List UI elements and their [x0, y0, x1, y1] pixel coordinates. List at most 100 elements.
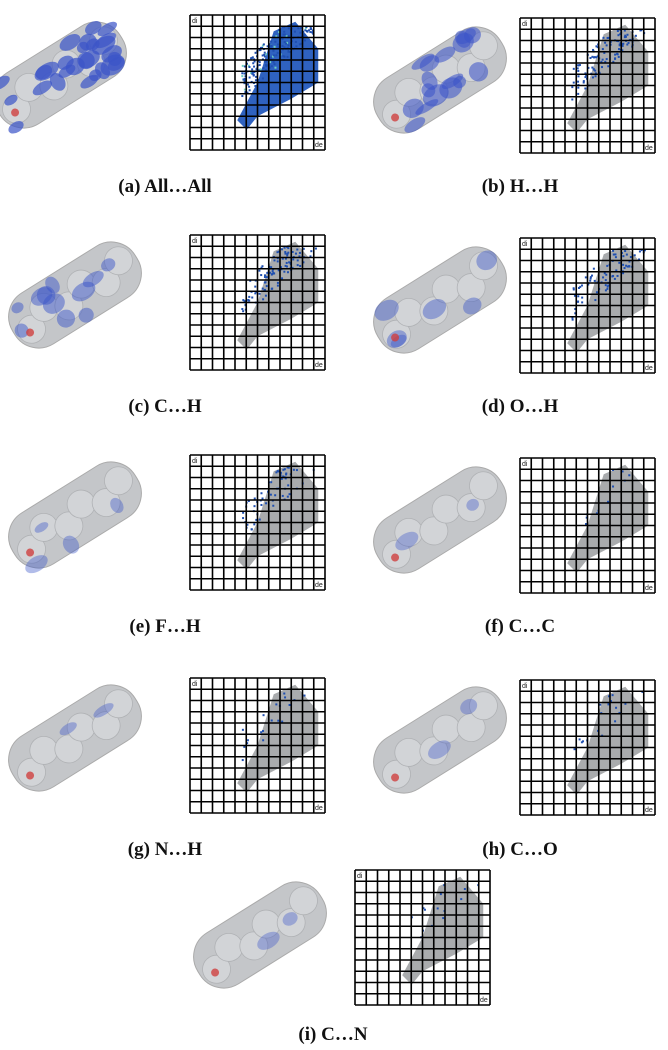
x-axis-label: de	[315, 142, 323, 149]
contact-point	[612, 486, 614, 488]
contact-point	[573, 82, 575, 84]
contact-point	[299, 252, 301, 254]
contact-point	[602, 37, 604, 39]
contact-point	[288, 35, 290, 37]
contact-point	[624, 267, 626, 269]
contact-point	[248, 300, 250, 302]
y-axis-label: di	[192, 458, 198, 465]
contact-point	[275, 703, 277, 705]
contact-point	[581, 741, 583, 743]
contact-point	[255, 79, 257, 81]
panel-caption: (e) F…H	[129, 616, 200, 637]
contact-point	[242, 512, 244, 514]
contact-point	[259, 293, 261, 295]
contact-point	[286, 266, 288, 268]
contact-point	[626, 254, 628, 256]
contact-point	[617, 275, 619, 277]
contact-point	[592, 76, 594, 78]
contact-point	[248, 86, 250, 88]
molecule-surface	[363, 676, 517, 803]
contact-point	[274, 63, 276, 65]
contact-point	[583, 82, 585, 84]
contact-point	[577, 75, 579, 77]
contact-point	[250, 57, 252, 59]
contact-point	[265, 61, 267, 63]
contact-point	[273, 54, 275, 56]
contact-point	[282, 45, 284, 47]
contact-point	[614, 278, 616, 280]
contact-point	[272, 272, 274, 274]
contact-point	[581, 297, 583, 299]
contact-point	[607, 286, 609, 288]
contact-point	[262, 730, 264, 732]
contact-point	[260, 274, 262, 276]
contact-point	[578, 287, 580, 289]
contact-point	[614, 58, 616, 60]
contact-point	[281, 277, 283, 279]
contact-point	[424, 909, 426, 911]
contact-point	[315, 248, 317, 250]
contact-point	[277, 43, 279, 45]
contact-point	[295, 45, 297, 47]
panel-caption: (a) All…All	[118, 176, 211, 197]
contact-point	[274, 41, 276, 43]
fingerprint-plot: dide	[190, 678, 325, 813]
contact-point	[263, 714, 265, 716]
contact-point	[288, 27, 290, 29]
contact-point	[579, 738, 581, 740]
contact-point	[265, 65, 267, 67]
contact-point	[296, 249, 298, 251]
x-axis-label: de	[645, 145, 653, 152]
contact-point	[274, 46, 276, 48]
contact-point	[254, 292, 256, 294]
contact-point	[607, 703, 609, 705]
panel-caption: (g) N…H	[128, 839, 203, 860]
contact-point	[252, 62, 254, 64]
contact-point	[265, 295, 267, 297]
panel-caption: (i) C…N	[298, 1024, 367, 1045]
contact-point	[274, 494, 276, 496]
contact-point	[311, 31, 313, 33]
contact-point	[295, 253, 297, 255]
contact-point	[571, 86, 573, 88]
contact-point	[617, 53, 619, 55]
contact-point	[612, 694, 614, 696]
contact-point	[242, 310, 244, 312]
contact-point	[577, 295, 579, 297]
contact-point	[571, 98, 573, 100]
contact-point	[242, 65, 244, 67]
panel: dide(e) F…H	[0, 451, 325, 637]
contact-point	[272, 270, 274, 272]
contact-point	[287, 496, 289, 498]
contact-point	[626, 34, 628, 36]
contact-point	[270, 481, 272, 483]
panel-caption: (f) C…C	[485, 616, 555, 637]
y-axis-label: di	[192, 18, 198, 25]
contact-point	[275, 54, 277, 56]
x-axis-label: de	[645, 585, 653, 592]
contact-point	[614, 54, 616, 56]
contact-point	[241, 75, 243, 77]
contact-point	[259, 68, 261, 70]
contact-point	[274, 67, 276, 69]
contact-point	[282, 495, 284, 497]
contact-point	[635, 35, 637, 37]
contact-point	[277, 285, 279, 287]
contact-point	[270, 40, 272, 42]
contact-point	[595, 45, 597, 47]
contact-point	[251, 68, 253, 70]
contact-point	[284, 33, 286, 35]
contact-point	[241, 95, 243, 97]
contact-point	[628, 42, 630, 44]
contact-point	[288, 261, 290, 263]
molecule-surface	[363, 236, 517, 363]
contact-point	[254, 286, 256, 288]
molecule-surface	[0, 231, 152, 359]
contact-point	[288, 45, 290, 47]
contact-point	[287, 271, 289, 273]
contact-point	[612, 275, 614, 277]
x-axis-label: de	[480, 997, 488, 1004]
contact-point	[304, 29, 306, 31]
contact-point	[293, 469, 295, 471]
contact-point	[277, 470, 279, 472]
